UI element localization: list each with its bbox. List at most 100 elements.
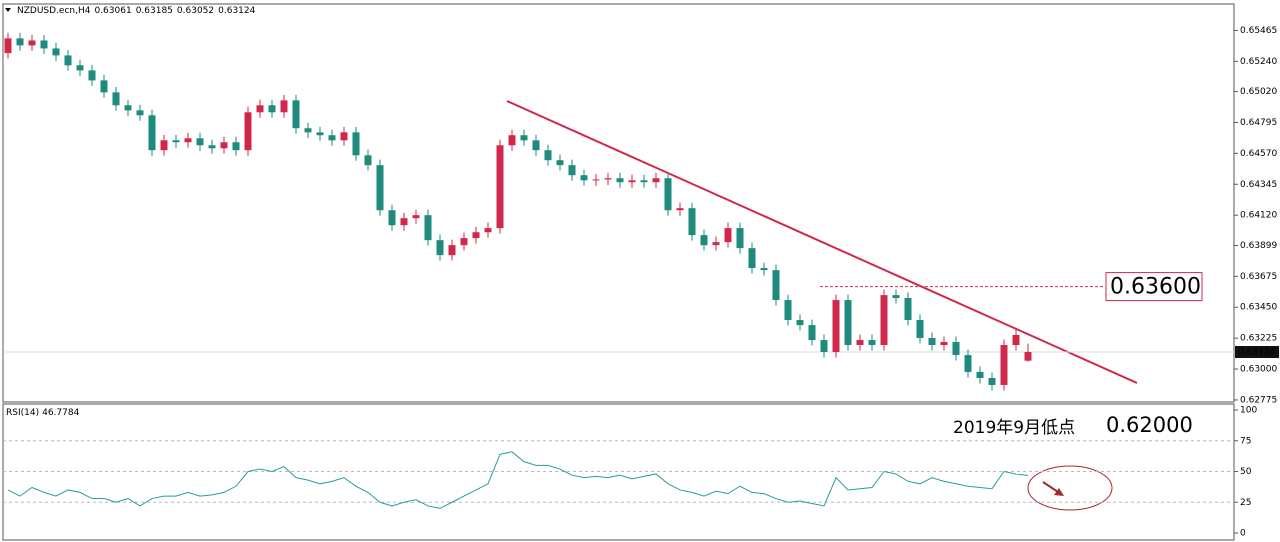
- candle-body: [532, 140, 540, 151]
- ohlc-value: 0.63061: [94, 6, 131, 16]
- menu-arrow[interactable]: [5, 8, 11, 12]
- candle-body: [484, 228, 492, 233]
- candle-body: [268, 105, 276, 113]
- main-chart: NZDUSD.ecn,H4 0.63061 0.63185 0.63052 0.6312…: [3, 6, 1279, 438]
- candle-body: [832, 300, 840, 352]
- rsi-tick-label: 50: [1240, 467, 1252, 477]
- rsi-chart: RSI(14) 46.7784 100 75 50 25 0: [3, 406, 1257, 539]
- candle-body: [376, 165, 384, 211]
- candle-body: [604, 178, 612, 180]
- rsi-header: RSI(14) 46.7784: [6, 408, 80, 418]
- rsi-line: [7, 451, 1029, 509]
- candle-body: [472, 232, 480, 239]
- current-price-label: 0.63124: [1238, 347, 1275, 357]
- trend-line: [506, 100, 1138, 384]
- candle-body: [676, 208, 684, 211]
- candle-body: [616, 178, 624, 183]
- level-box: [1105, 272, 1203, 302]
- rsi-tick-label: 0: [1240, 529, 1246, 539]
- ohlc-value: 0.63124: [218, 6, 255, 16]
- candle-body: [28, 40, 36, 46]
- note-text: 2019年9月低点: [953, 418, 1075, 438]
- ohlc-value: 0.63185: [136, 6, 173, 16]
- candle-body: [592, 179, 600, 181]
- candle-body: [340, 132, 348, 141]
- arrow-head: [1054, 488, 1064, 496]
- y-tick-label: 0.65020: [1240, 87, 1277, 97]
- candle-body: [160, 140, 168, 151]
- candle-body: [124, 105, 132, 111]
- candle-body: [112, 92, 120, 106]
- y-tick-label: 0.64570: [1240, 149, 1277, 159]
- candle-body: [256, 105, 264, 113]
- candle-body: [148, 115, 156, 151]
- candle-body: [988, 377, 996, 385]
- y-tick-label: 0.65465: [1240, 26, 1277, 36]
- candle-body: [100, 80, 108, 93]
- candle-body: [412, 215, 420, 219]
- symbol: NZDUSD.ecn,H4: [17, 6, 91, 16]
- ohlc-value: 0.63052: [177, 6, 214, 16]
- candle-body: [436, 240, 444, 256]
- candle-body: [856, 340, 864, 345]
- candle-body: [640, 180, 648, 183]
- candle-body: [508, 135, 516, 146]
- y-tick-label: 0.63225: [1240, 334, 1277, 344]
- candle-body: [1024, 351, 1032, 361]
- rsi-tick-label: 75: [1240, 436, 1251, 446]
- candle-body: [16, 38, 24, 46]
- candle-body: [736, 228, 744, 249]
- candle-body: [892, 295, 900, 299]
- candle-body: [64, 55, 72, 66]
- candle-body: [88, 70, 96, 81]
- candle-body: [664, 178, 672, 211]
- candle-body: [904, 298, 912, 320]
- candle-body: [748, 248, 756, 269]
- y-tick-label: 0.62775: [1240, 395, 1277, 405]
- candle-body: [916, 319, 924, 338]
- candle-body: [712, 242, 720, 246]
- candle-body: [460, 238, 468, 246]
- candle-body: [244, 112, 252, 151]
- arrow-shaft: [1042, 481, 1059, 493]
- candle-body: [580, 175, 588, 181]
- candle-body: [724, 228, 732, 243]
- y-tick-label: 0.63450: [1240, 303, 1277, 313]
- candle-body: [184, 138, 192, 143]
- candle-body: [976, 371, 984, 378]
- candle-body: [688, 208, 696, 236]
- candle-body: [52, 48, 60, 56]
- y-tick-label: 0.64795: [1240, 118, 1277, 128]
- y-tick-label: 0.63899: [1240, 241, 1277, 251]
- rsi-name: RSI(14): [6, 408, 39, 418]
- candle-body: [964, 355, 972, 372]
- candle-body: [364, 155, 372, 166]
- candle-body: [784, 300, 792, 320]
- candle-body: [700, 235, 708, 246]
- candle-body: [208, 145, 216, 149]
- candle-body: [448, 245, 456, 256]
- candle-body: [220, 142, 228, 149]
- candle-body: [172, 140, 180, 143]
- candle-body: [568, 165, 576, 176]
- candle-body: [1000, 344, 1008, 385]
- level-label: 0.63600: [1110, 275, 1201, 300]
- candle-body: [928, 337, 936, 345]
- candle-body: [544, 150, 552, 161]
- y-tick-label: 0.65240: [1240, 57, 1277, 67]
- candle-body: [328, 135, 336, 141]
- candle-body: [352, 132, 360, 156]
- candle-body: [4, 38, 12, 54]
- current-price-box: [1235, 345, 1279, 358]
- y-tick-label: 0.64120: [1240, 211, 1277, 221]
- candle-body: [952, 341, 960, 356]
- chart-header: NZDUSD.ecn,H4 0.63061 0.63185 0.63052 0.6312…: [17, 6, 256, 16]
- candle-body: [424, 215, 432, 241]
- candle-body: [808, 325, 816, 341]
- candle-body: [196, 138, 204, 146]
- candle-body: [1012, 334, 1020, 345]
- candle-body: [316, 132, 324, 136]
- highlight-ellipse: [1027, 465, 1113, 511]
